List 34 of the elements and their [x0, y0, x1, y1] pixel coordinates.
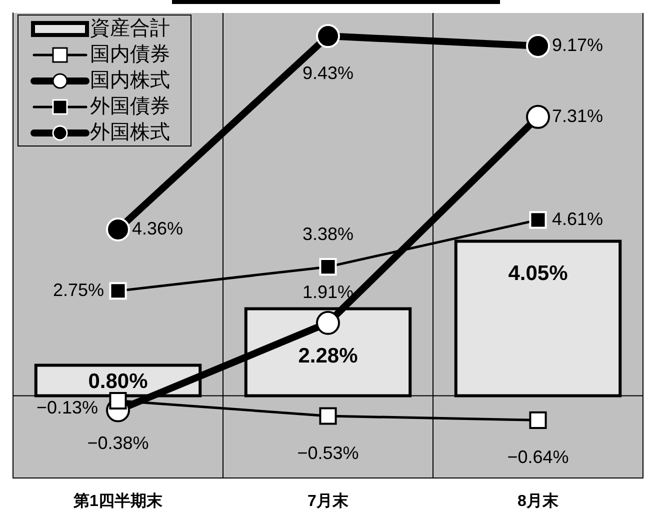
- point: [109, 282, 127, 300]
- data-label: 2.75%: [52, 280, 104, 300]
- x-tick-label: 7月末: [308, 492, 350, 510]
- data-label: 9.17%: [552, 34, 604, 55]
- data-label: 4.05%: [508, 262, 568, 286]
- legend-label: 国内株式: [90, 70, 170, 92]
- point: [526, 34, 550, 58]
- point: [529, 211, 547, 229]
- point: [109, 392, 127, 410]
- point: [316, 24, 340, 48]
- data-label: 9.43%: [302, 63, 354, 84]
- data-label: −0.38%: [87, 433, 149, 454]
- data-label: 7.31%: [552, 106, 604, 126]
- data-label: 1.91%: [302, 282, 354, 302]
- legend-label: 国内債券: [90, 44, 170, 66]
- x-tick-label: 第1四半期末: [72, 492, 164, 510]
- point: [319, 258, 337, 276]
- data-label: −0.13%: [36, 398, 98, 418]
- point: [106, 217, 130, 242]
- point: [319, 407, 337, 425]
- x-tick-label: 8月末: [518, 492, 560, 510]
- data-label: 4.36%: [132, 218, 184, 238]
- legend-label: 外国債券: [90, 96, 170, 118]
- data-label: 2.28%: [298, 344, 358, 368]
- data-label: 4.61%: [552, 208, 604, 229]
- data-label: −0.64%: [507, 447, 569, 468]
- data-label: −0.53%: [297, 442, 359, 463]
- legend-label: 資産合計: [90, 18, 170, 40]
- legend-label: 外国株式: [90, 122, 170, 144]
- data-label: 0.80%: [88, 370, 148, 393]
- point: [316, 310, 340, 335]
- data-label: 3.38%: [302, 224, 354, 244]
- point: [526, 104, 550, 129]
- point: [529, 411, 547, 429]
